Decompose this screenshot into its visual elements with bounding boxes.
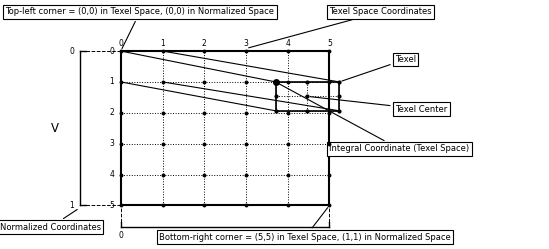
Text: Bottom-right corner = (5,5) in Texel Space, (1,1) in Normalized Space: Bottom-right corner = (5,5) in Texel Spa… xyxy=(159,208,451,242)
Text: 1: 1 xyxy=(160,39,165,48)
Text: 2: 2 xyxy=(202,39,206,48)
Text: 5: 5 xyxy=(327,39,332,48)
Text: 5: 5 xyxy=(109,201,114,210)
Text: 0: 0 xyxy=(69,47,74,56)
Text: 0: 0 xyxy=(119,231,123,240)
Text: Texel Center: Texel Center xyxy=(310,97,447,114)
Text: 3: 3 xyxy=(109,139,114,148)
Text: 1: 1 xyxy=(69,201,74,210)
Text: V: V xyxy=(51,122,59,135)
Text: 1: 1 xyxy=(109,77,114,86)
Text: Normalized Coordinates: Normalized Coordinates xyxy=(0,209,101,232)
Text: Texel: Texel xyxy=(342,55,416,81)
Text: Top-left corner = (0,0) in Texel Space, (0,0) in Normalized Space: Top-left corner = (0,0) in Texel Space, … xyxy=(5,7,274,49)
Text: Texel Space Coordinates: Texel Space Coordinates xyxy=(249,7,432,48)
Text: Integral Coordinate (Texel Space): Integral Coordinate (Texel Space) xyxy=(278,83,469,153)
Text: 0: 0 xyxy=(119,39,123,48)
Bar xyxy=(121,51,329,205)
Text: 4: 4 xyxy=(285,39,290,48)
Text: 1: 1 xyxy=(327,231,332,240)
Bar xyxy=(276,82,339,111)
Text: 2: 2 xyxy=(109,108,114,117)
Text: 3: 3 xyxy=(244,39,248,48)
Text: U: U xyxy=(221,231,229,244)
Text: 4: 4 xyxy=(109,170,114,179)
Text: 0: 0 xyxy=(109,47,114,56)
